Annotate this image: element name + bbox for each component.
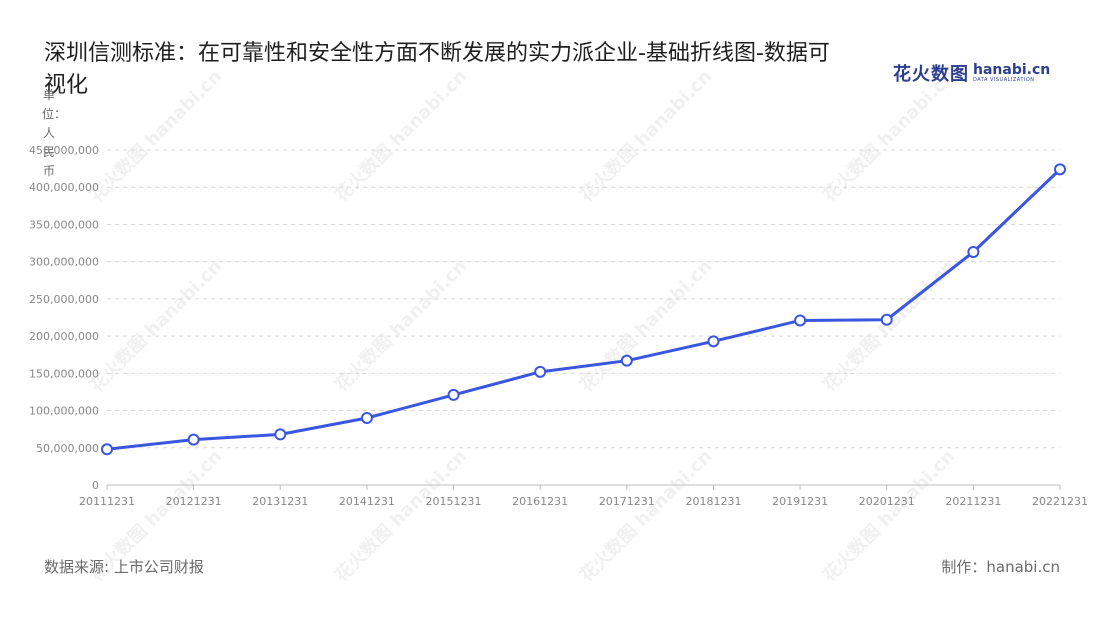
y-tick-label: 100,000,000 [29, 405, 99, 418]
watermark-layer: 花火数图 hanabi.cn 花火数图 hanabi.cn 花火数图 hanabi.… [85, 65, 959, 586]
y-tick-label: 200,000,000 [29, 330, 99, 343]
data-point[interactable] [794, 314, 807, 327]
data-source: 数据来源: 上市公司财报 [44, 558, 204, 576]
watermark-text: 花火数图 hanabi.cn [575, 65, 716, 206]
data-point[interactable] [534, 365, 547, 378]
x-tick-label: 20171231 [599, 495, 655, 508]
x-tick-label: 20151231 [426, 495, 482, 508]
logo-english-block: hanabi.cn DATA VISUALIZATION [973, 63, 1050, 84]
x-tick-label: 20131231 [252, 495, 308, 508]
chart-title: 深圳信测标准：在可靠性和安全性方面不断发展的实力派企业-基础折线图-数据可视化 [44, 41, 830, 98]
data-point[interactable] [620, 354, 633, 367]
watermark-text: 花火数图 hanabi.cn [85, 65, 226, 206]
data-point[interactable] [447, 388, 460, 401]
watermark-text: 花火数图 hanabi.cn [818, 445, 959, 586]
watermark-text: 花火数图 hanabi.cn [575, 445, 716, 586]
data-point[interactable] [360, 412, 373, 424]
data-point[interactable] [967, 245, 980, 258]
y-tick-label: 150,000,000 [29, 367, 99, 380]
brand-logo: 花火数图 hanabi.cn DATA VISUALIZATION [893, 60, 1050, 86]
y-tick-label: 0 [92, 479, 99, 492]
data-point[interactable] [880, 313, 893, 326]
x-tick-label: 20211231 [945, 495, 1001, 508]
y-tick-label: 250,000,000 [29, 293, 99, 306]
x-tick-label: 20221231 [1032, 495, 1088, 508]
data-point[interactable] [101, 443, 113, 456]
watermark-text: 花火数图 hanabi.cn [330, 255, 471, 396]
data-point[interactable] [1054, 163, 1066, 176]
x-tick-label: 20121231 [166, 495, 222, 508]
x-tick-label: 20201231 [859, 495, 915, 508]
data-point[interactable] [707, 335, 720, 348]
x-tick-label: 20181231 [685, 495, 741, 508]
y-tick-label: 50,000,000 [36, 442, 99, 455]
data-point[interactable] [187, 433, 200, 446]
y-axis-ticks: 0 50,000,000 100,000,000 150,000,000 200,000… [29, 144, 99, 492]
x-axis: 20111231 20121231 20131231 20141231 20151231… [79, 484, 1088, 508]
y-tick-label: 400,000,000 [29, 181, 99, 194]
watermark-text: 花火数图 hanabi.cn [330, 445, 471, 586]
x-tick-label: 20161231 [512, 495, 568, 508]
series-layer [101, 163, 1066, 456]
y-tick-label: 350,000,000 [29, 218, 99, 231]
logo-english-text: hanabi.cn [973, 61, 1051, 78]
x-tick-label: 20141231 [339, 495, 395, 508]
watermark-text: 花火数图 hanabi.cn [818, 255, 959, 396]
credit-text: 制作：hanabi.cn [941, 558, 1060, 576]
watermark-text: 花火数图 hanabi.cn [85, 255, 226, 396]
logo-tagline: DATA VISUALIZATION [973, 76, 1035, 83]
watermark-text: 花火数图 hanabi.cn [575, 255, 716, 396]
x-tick-label: 20191231 [772, 495, 828, 508]
logo-chinese-text: 花火数图 [893, 64, 969, 85]
watermark-text: 花火数图 hanabi.cn [818, 65, 959, 206]
watermark-text: 花火数图 hanabi.cn [330, 65, 471, 206]
series-line [106, 168, 1062, 451]
y-tick-label: 450,000,000 [29, 144, 99, 157]
x-tick-label: 20111231 [79, 495, 135, 508]
data-point[interactable] [274, 428, 287, 441]
grid-lines [107, 149, 1060, 449]
y-tick-label: 300,000,000 [29, 256, 99, 269]
